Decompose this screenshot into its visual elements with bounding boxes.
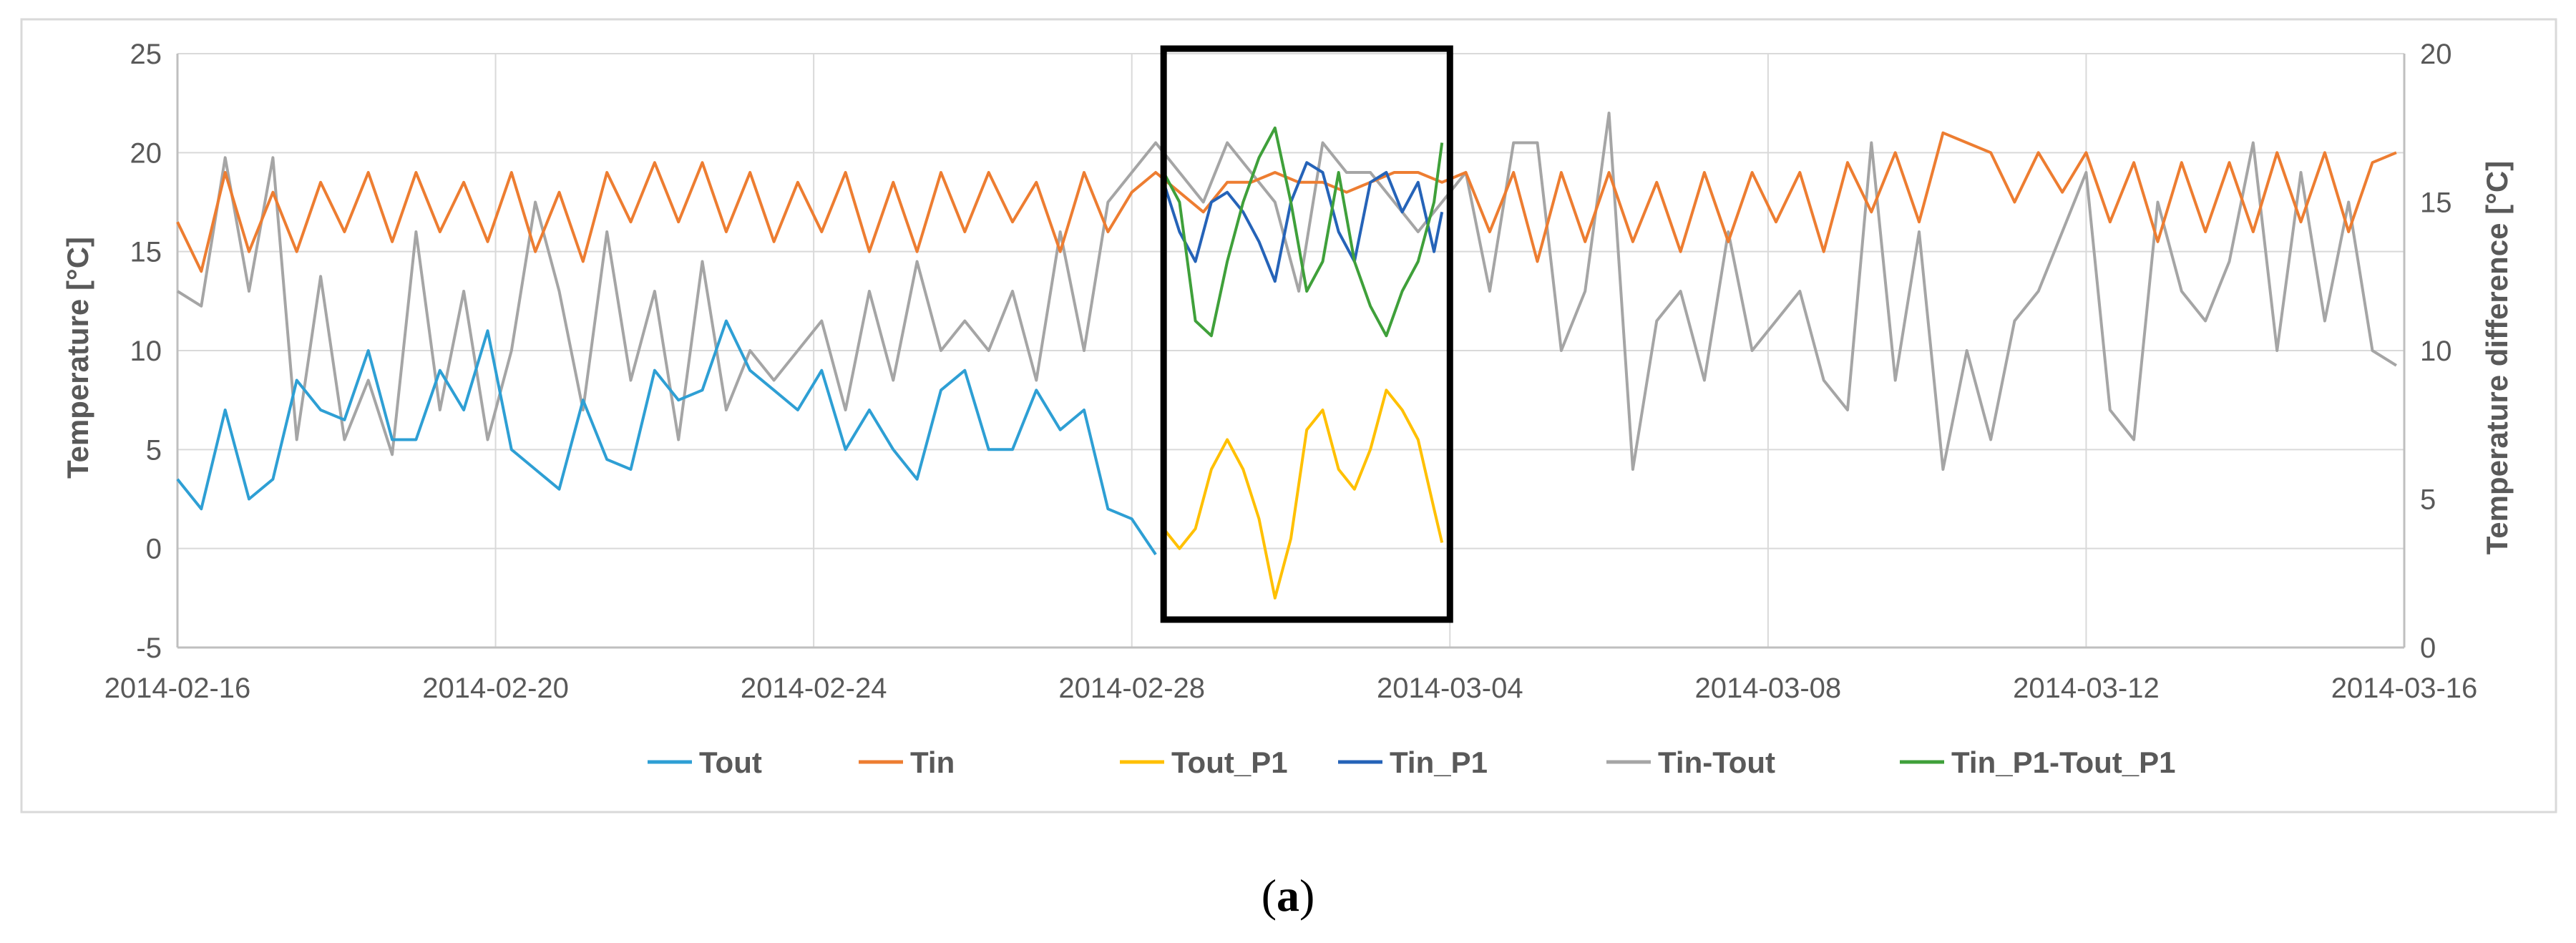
legend-label-tout-p1: Tout_P1: [1171, 746, 1288, 779]
y-tick-label: 10: [130, 336, 162, 367]
y-tick-label: 25: [130, 39, 162, 70]
y-tick-label: 0: [146, 534, 162, 565]
legend-label-tin-tout: Tin-Tout: [1658, 746, 1775, 779]
x-tick-label: 2014-03-08: [1695, 673, 1842, 704]
y-tick-label: 5: [146, 434, 162, 466]
y2-tick-label: 20: [2420, 39, 2452, 70]
x-tick-label: 2014-02-28: [1058, 673, 1205, 704]
series-line-tin-p1: [1162, 161, 1444, 283]
series-line-tin-tout: [176, 112, 2397, 471]
y2-tick-label: 5: [2420, 484, 2436, 516]
series-layer: [176, 112, 2397, 600]
y-tick-label: 15: [130, 237, 162, 268]
legend-label-tout: Tout: [699, 746, 762, 779]
x-tick-label: 2014-03-04: [1377, 673, 1523, 704]
x-tick-label: 2014-02-16: [104, 673, 251, 704]
x-tick-label: 2014-03-16: [2331, 673, 2478, 704]
legend-label-tin-p1: Tin_P1: [1390, 746, 1488, 779]
right-axis-title: Temperature difference [°C]: [2480, 161, 2514, 554]
chart-outer-border: [20, 18, 2557, 813]
left-axis-title: Temperature [°C]: [61, 237, 94, 479]
y2-tick-label: 10: [2420, 336, 2452, 367]
y2-tick-label: 15: [2420, 187, 2452, 219]
series-line-tin-p1-tout-p1: [1162, 126, 1444, 338]
y-tick-label: -5: [136, 632, 162, 664]
legend-label-tin: Tin: [910, 746, 955, 779]
x-tick-label: 2014-03-12: [2013, 673, 2160, 704]
x-tick-label: 2014-02-24: [741, 673, 887, 704]
legend: Tout Tin Tout_P1 Tin_P1 Tin-Tout Tin_P1-Tout_…: [648, 746, 2176, 779]
x-tick-label: 2014-02-20: [422, 673, 569, 704]
highlight-box: [1160, 45, 1453, 623]
legend-label-tin-p1-tout-p1: Tin_P1-Tout_P1: [1951, 746, 2176, 779]
caption-open: (: [1261, 870, 1277, 921]
series-line-tout-p1: [1162, 389, 1444, 600]
y-tick-label: 20: [130, 137, 162, 169]
caption-close: ): [1299, 870, 1315, 921]
series-line-tout: [176, 319, 1157, 556]
figure-caption: (a): [0, 869, 2576, 922]
y2-tick-label: 0: [2420, 632, 2436, 664]
caption-letter: a: [1277, 870, 1299, 921]
axes: -5 0 5 10 15 20 25 0 5 10 15 20 2014-02-16 2014-02-20…: [104, 39, 2478, 704]
